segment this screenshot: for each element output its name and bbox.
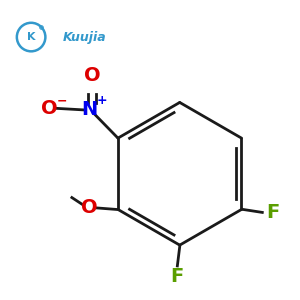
Text: O: O — [81, 199, 98, 218]
Text: O: O — [41, 99, 58, 118]
Text: −: − — [56, 94, 67, 107]
Text: F: F — [170, 267, 183, 286]
Text: F: F — [266, 203, 279, 222]
Text: N: N — [82, 100, 98, 119]
Text: K: K — [27, 32, 35, 42]
Text: +: + — [97, 94, 107, 107]
Text: Kuujia: Kuujia — [63, 31, 107, 44]
Text: O: O — [84, 66, 101, 85]
